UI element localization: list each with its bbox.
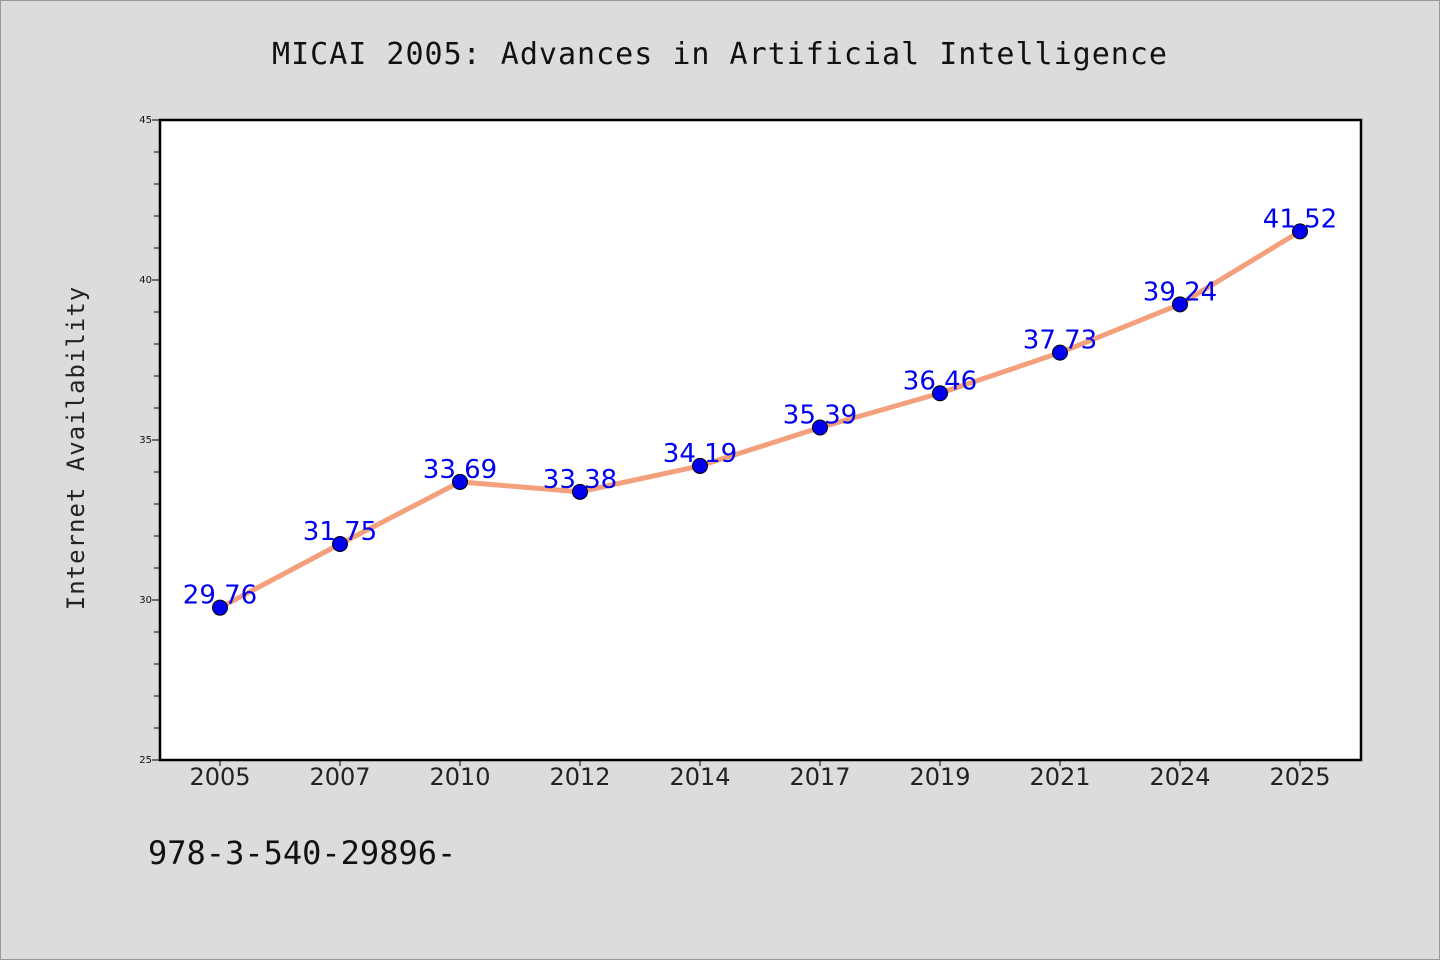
data-point-marker — [212, 599, 228, 616]
x-tick-label: 2014 — [669, 763, 730, 791]
y-axis-ticks: 25 30 35 40 45 — [139, 115, 160, 766]
chart-title: MICAI 2005: Advances in Artificial Intel… — [272, 37, 1168, 72]
data-point-marker — [1172, 296, 1188, 313]
data-point-marker — [1052, 344, 1068, 361]
x-tick-label: 2024 — [1149, 763, 1210, 791]
data-point-marker — [692, 457, 708, 474]
x-tick-label: 2007 — [309, 763, 370, 791]
y-tick-label: 30 — [139, 595, 152, 606]
x-tick-label: 2025 — [1269, 763, 1330, 791]
data-point-marker — [1292, 223, 1308, 240]
data-point-marker — [812, 419, 828, 436]
plot-area — [158, 118, 1363, 762]
x-tick-label: 2010 — [429, 763, 490, 791]
x-tick-label: 2012 — [549, 763, 610, 791]
footer-isbn-text: 978-3-540-29896- — [148, 834, 456, 872]
data-point-marker — [452, 473, 468, 490]
y-tick-label: 25 — [139, 755, 152, 766]
x-axis-ticks: 2005 2007 2010 2012 2014 2017 2019 2021 2024 2025 — [189, 760, 1331, 791]
x-tick-label: 2017 — [789, 763, 850, 791]
data-point-marker — [332, 536, 348, 552]
series-line — [217, 228, 1303, 611]
y-axis-label: Internet Availability — [62, 286, 90, 610]
data-point-marker — [572, 483, 588, 500]
y-tick-label: 45 — [139, 115, 152, 126]
y-tick-label: 35 — [139, 435, 152, 446]
data-point-marker — [932, 385, 948, 402]
x-tick-label: 2005 — [189, 763, 250, 791]
y-tick-label: 40 — [139, 275, 152, 286]
x-tick-label: 2021 — [1029, 763, 1090, 791]
x-tick-label: 2019 — [909, 763, 970, 791]
